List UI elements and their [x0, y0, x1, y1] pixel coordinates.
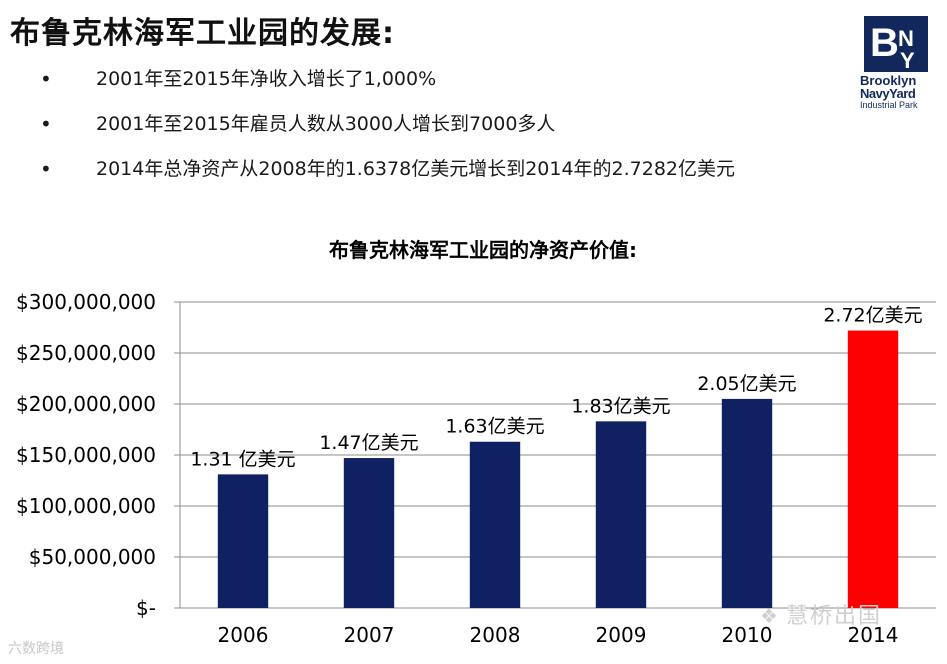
chart-data-labels: 1.31 亿美元 1.47亿美元 1.63亿美元 1.83亿美元 2.05亿美元 2.72… [190, 305, 922, 471]
bullet-item: • 2001年至2015年雇员人数从3000人增长到7000多人 [40, 111, 735, 156]
bullet-item: • 2001年至2015年净收入增长了1,000% [40, 66, 735, 111]
logo-line-1: Brooklyn [860, 73, 917, 88]
data-label: 2.72亿美元 [823, 305, 922, 327]
logo-line-2: NavyYard [860, 86, 916, 101]
net-asset-bar-chart: 布鲁克林海军工业园的净资产价值: $- $50,000,000 $100,000,0… [16, 238, 936, 647]
bullet-dot-icon: • [40, 112, 52, 136]
watermark-right-text: 慧桥出国 [785, 604, 882, 629]
x-tick-label: 2007 [344, 623, 395, 647]
watermark-left: 六数跨境 [8, 638, 64, 658]
bullet-list: • 2001年至2015年净收入增长了1,000% • 2001年至2015年雇员人… [40, 66, 735, 201]
y-tick-label: $150,000,000 [16, 443, 156, 467]
data-label: 1.47亿美元 [319, 432, 418, 454]
chart-title: 布鲁克林海军工业园的净资产价值: [329, 238, 637, 262]
y-tick-label: $50,000,000 [29, 545, 156, 569]
chart-gridlines [180, 301, 936, 609]
bar-2006 [217, 474, 269, 608]
slide-title: 布鲁克林海军工业园的发展: [10, 16, 395, 51]
bar-2014 [847, 330, 899, 608]
x-tick-label: 2014 [848, 623, 899, 647]
y-tick-label: $250,000,000 [16, 341, 156, 365]
watermark-left-text: 六数跨境 [8, 641, 64, 657]
chat-bubble-icon: ❖ [760, 604, 780, 628]
data-label: 2.05亿美元 [697, 373, 796, 395]
x-tick-label: 2010 [722, 623, 773, 647]
bar-2007 [343, 458, 395, 608]
logo-line-3: Industrial Park [860, 100, 918, 110]
svg-text:B: B [870, 21, 899, 65]
y-tick-label: $200,000,000 [16, 392, 156, 416]
chart-bars [217, 330, 899, 608]
logo-wordmark: Brooklyn NavyYard Industrial Park [860, 74, 932, 111]
bullet-text: 2001年至2015年净收入增长了1,000% [96, 68, 437, 90]
bar-2010 [721, 398, 773, 608]
x-axis: 2006 2007 2008 2009 2010 2014 [218, 623, 899, 647]
bar-2009 [595, 421, 647, 608]
y-tick-label: $300,000,000 [16, 290, 156, 314]
svg-text:N: N [898, 26, 914, 51]
bullet-dot-icon: • [40, 157, 52, 181]
y-tick-label: $- [136, 596, 156, 620]
data-label: 1.31 亿美元 [190, 448, 295, 470]
bullet-text: 2014年总净资产从2008年的1.6378亿美元增长到2014年的2.7282… [96, 158, 736, 180]
bar-2008 [469, 441, 521, 608]
svg-text:Y: Y [900, 48, 915, 72]
bny-logo-icon: B N Y [864, 16, 928, 72]
brooklyn-navy-yard-logo: B N Y Brooklyn NavyYard Industrial Park [860, 16, 932, 116]
data-label: 1.63亿美元 [445, 416, 544, 438]
watermark-right: ❖ 慧桥出国 [760, 598, 882, 630]
x-tick-label: 2009 [596, 623, 647, 647]
data-label: 1.83亿美元 [571, 395, 670, 417]
y-tick-label: $100,000,000 [16, 494, 156, 518]
x-tick-label: 2008 [470, 623, 521, 647]
bullet-text: 2001年至2015年雇员人数从3000人增长到7000多人 [96, 113, 556, 135]
y-axis: $- $50,000,000 $100,000,000 $150,000,000 $20… [16, 290, 181, 620]
bullet-item: • 2014年总净资产从2008年的1.6378亿美元增长到2014年的2.728… [40, 156, 735, 201]
x-tick-label: 2006 [218, 623, 269, 647]
bullet-dot-icon: • [40, 67, 52, 91]
